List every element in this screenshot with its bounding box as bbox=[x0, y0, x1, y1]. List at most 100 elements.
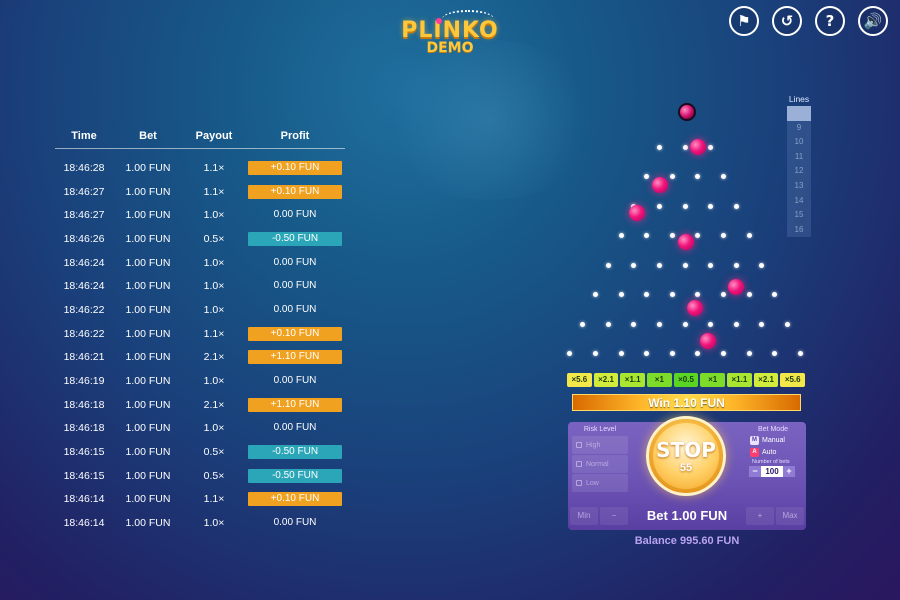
bet-mode-manual[interactable]: M Manual bbox=[750, 436, 802, 445]
cell-bet: 1.00 FUN bbox=[125, 327, 171, 340]
table-row: 18:46:18 1.00 FUN 2.1× +1.10 FUN bbox=[55, 393, 345, 417]
table-row: 18:46:27 1.00 FUN 1.1× +0.10 FUN bbox=[55, 180, 345, 204]
logo-ball-icon bbox=[436, 18, 442, 24]
peg bbox=[759, 262, 765, 268]
bet-history-table: Time Bet Payout Profit 18:46:28 1.00 FUN 1… bbox=[55, 130, 345, 535]
peg bbox=[695, 174, 701, 179]
risk-level-box: Risk Level High Normal Low bbox=[570, 426, 630, 500]
cell-time: 18:46:22 bbox=[63, 303, 105, 316]
radio-icon bbox=[576, 442, 582, 448]
lines-selector: Lines 8 9 10 11 12 13 14 15 16 bbox=[787, 94, 811, 238]
peg bbox=[592, 292, 598, 297]
ball bbox=[652, 177, 668, 193]
cell-bet: 1.00 FUN bbox=[125, 351, 171, 364]
peg bbox=[682, 203, 688, 209]
cell-profit: +1.10 FUN bbox=[245, 350, 345, 365]
history-icon[interactable]: ↺ bbox=[772, 6, 802, 36]
multiplier-row: ×5.6 ×2.1 ×1.1 ×1 ×0.5 ×1 ×1.1 ×2.1 ×5.6 bbox=[567, 373, 806, 387]
sound-icon[interactable]: 🔊 bbox=[858, 6, 888, 36]
peg bbox=[605, 262, 611, 268]
lines-title: Lines bbox=[788, 94, 810, 104]
peg bbox=[746, 351, 752, 356]
peg bbox=[695, 233, 701, 238]
bet-max-button[interactable]: Max bbox=[776, 507, 804, 525]
help-icon[interactable]: ? bbox=[815, 6, 845, 36]
bets-increase-button[interactable]: + bbox=[783, 466, 795, 477]
cell-profit: +0.10 FUN bbox=[245, 326, 345, 341]
ball bbox=[690, 139, 706, 155]
peg bbox=[644, 233, 650, 238]
top-toolbar: ⚑ ↺ ? 🔊 bbox=[729, 6, 888, 36]
header-payout: Payout bbox=[195, 130, 233, 142]
peg bbox=[708, 321, 714, 327]
lines-option-9[interactable]: 9 bbox=[796, 122, 802, 132]
profit-badge: 0.00 FUN bbox=[273, 256, 317, 268]
number-of-bets-stepper: − 100 + bbox=[749, 466, 802, 477]
cell-time: 18:46:14 bbox=[63, 493, 105, 506]
cell-time: 18:46:27 bbox=[63, 209, 105, 222]
peg bbox=[669, 351, 675, 356]
peg bbox=[656, 262, 662, 268]
peg bbox=[720, 351, 726, 356]
peg bbox=[669, 233, 675, 238]
stop-button[interactable]: STOP 55 bbox=[646, 416, 726, 496]
bets-decrease-button[interactable]: − bbox=[749, 466, 761, 477]
peg bbox=[644, 351, 650, 356]
peg bbox=[772, 351, 778, 356]
autobet-remaining-count: 55 bbox=[679, 462, 693, 474]
cell-time: 18:46:14 bbox=[63, 517, 105, 530]
cell-payout: 2.1× bbox=[203, 351, 225, 364]
risk-option-high[interactable]: High bbox=[572, 436, 628, 454]
lines-option-16[interactable]: 16 bbox=[794, 224, 804, 234]
cell-bet: 1.00 FUN bbox=[125, 303, 171, 316]
multiplier-slot: ×5.6 bbox=[567, 373, 592, 387]
peg bbox=[656, 203, 662, 209]
ball bbox=[687, 300, 703, 316]
cell-payout: 1.0× bbox=[203, 303, 225, 316]
peg bbox=[772, 292, 778, 297]
peg bbox=[631, 262, 637, 268]
background-decoration bbox=[380, 40, 600, 200]
lines-option-10[interactable]: 10 bbox=[794, 137, 804, 147]
bet-mode-auto[interactable]: A Auto bbox=[750, 448, 802, 457]
peg bbox=[682, 262, 688, 268]
control-panel: Risk Level High Normal Low STOP 55 Bet M… bbox=[568, 416, 806, 530]
cell-time: 18:46:21 bbox=[63, 351, 105, 364]
peg bbox=[720, 292, 726, 297]
lines-option-13[interactable]: 13 bbox=[794, 180, 804, 190]
risk-option-normal[interactable]: Normal bbox=[572, 455, 628, 473]
table-row: 18:46:15 1.00 FUN 0.5× -0.50 FUN bbox=[55, 440, 345, 464]
balance-display: Balance 995.60 FUN bbox=[634, 535, 740, 547]
cell-bet: 1.00 FUN bbox=[125, 161, 171, 174]
medal-icon[interactable]: ⚑ bbox=[729, 6, 759, 36]
bet-decrease-button[interactable]: − bbox=[600, 507, 628, 525]
cell-profit: 0.00 FUN bbox=[245, 421, 345, 435]
cell-time: 18:46:24 bbox=[63, 280, 105, 293]
manual-label: Manual bbox=[762, 437, 785, 444]
number-of-bets-input[interactable]: 100 bbox=[761, 466, 783, 477]
table-row: 18:46:14 1.00 FUN 1.0× 0.00 FUN bbox=[55, 511, 345, 535]
risk-option-low[interactable]: Low bbox=[572, 474, 628, 492]
cell-time: 18:46:26 bbox=[63, 232, 105, 245]
lines-option-12[interactable]: 12 bbox=[794, 166, 804, 176]
lines-option-15[interactable]: 15 bbox=[794, 210, 804, 220]
multiplier-slot: ×5.6 bbox=[780, 373, 806, 387]
header-time: Time bbox=[71, 130, 97, 142]
profit-badge: 0.00 FUN bbox=[273, 375, 317, 387]
lines-option-14[interactable]: 14 bbox=[794, 195, 804, 205]
multiplier-slot: ×2.1 bbox=[753, 373, 779, 387]
peg bbox=[669, 174, 675, 179]
peg bbox=[682, 144, 688, 150]
cell-profit: 0.00 FUN bbox=[245, 303, 345, 317]
cell-profit: +0.10 FUN bbox=[245, 184, 345, 199]
bet-increase-button[interactable]: + bbox=[746, 507, 774, 525]
header-profit: Profit bbox=[280, 130, 310, 142]
cell-profit: -0.50 FUN bbox=[245, 468, 345, 483]
peg bbox=[733, 321, 739, 327]
logo-subtitle: DEMO bbox=[426, 40, 474, 56]
lines-option-11[interactable]: 11 bbox=[794, 151, 804, 161]
lines-option-8[interactable]: 8 bbox=[787, 106, 811, 121]
cell-time: 18:46:18 bbox=[63, 422, 105, 435]
bet-min-button[interactable]: Min bbox=[570, 507, 598, 525]
cell-payout: 1.1× bbox=[203, 493, 225, 506]
